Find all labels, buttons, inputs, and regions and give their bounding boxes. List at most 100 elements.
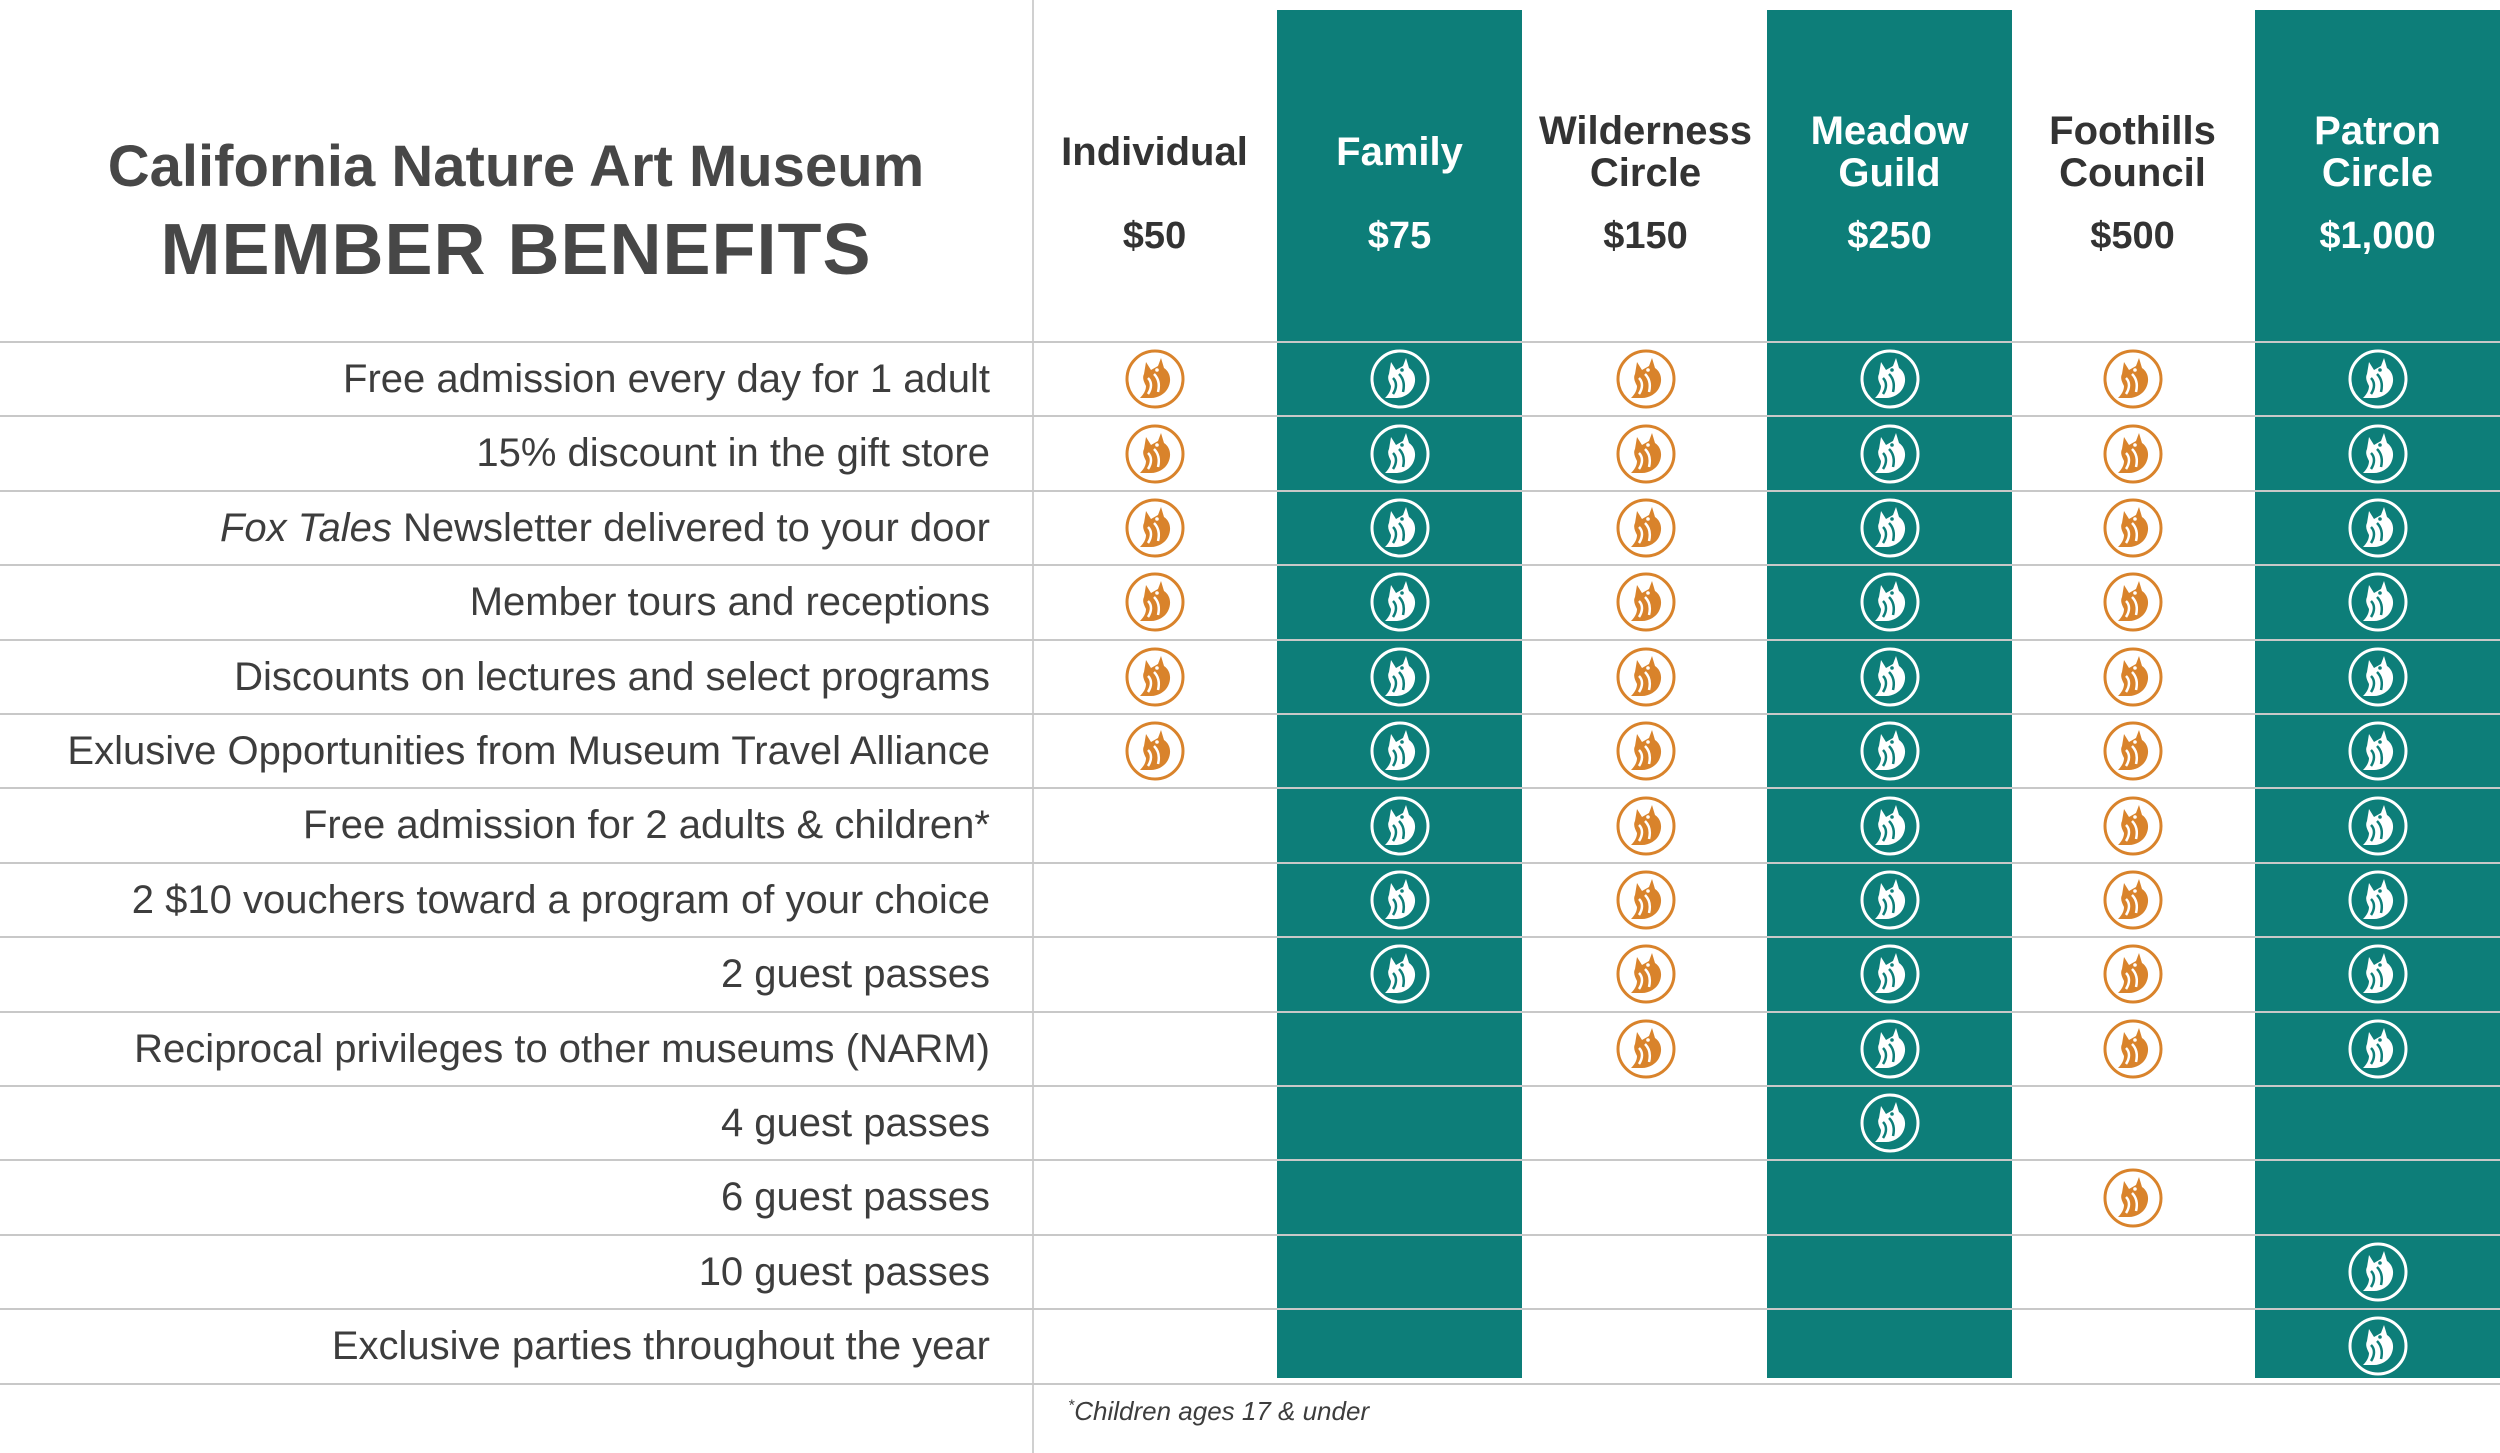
fox-logo-icon [1125, 647, 1184, 707]
benefit-label: 6 guest passes [0, 1160, 990, 1234]
fox-logo-icon [1616, 572, 1675, 632]
museum-name: California Nature Art Museum [107, 134, 925, 199]
tier-header: Wilderness Circle $150 [1523, 110, 1768, 258]
tier-header: Foothills Council $500 [2010, 110, 2255, 258]
fox-logo-icon [2103, 424, 2162, 484]
fox-logo-icon [1125, 721, 1184, 781]
fox-logo-icon [1370, 498, 1429, 558]
tier-price: $500 [2090, 215, 2175, 257]
fox-logo-icon [1860, 1019, 1919, 1079]
fox-logo-icon [2348, 424, 2407, 484]
fox-logo-icon [1125, 498, 1184, 558]
row-divider [0, 862, 2500, 864]
fox-logo-icon [2348, 647, 2407, 707]
benefit-label: Member tours and receptions [0, 565, 990, 639]
tier-name: Individual [1061, 130, 1248, 174]
column-divider [1032, 0, 1034, 1453]
benefit-label: Reciprocal privileges to other museums (… [0, 1012, 990, 1086]
row-divider [0, 936, 2500, 938]
fox-logo-icon [2103, 870, 2162, 930]
fox-logo-icon [1370, 349, 1429, 409]
row-divider [0, 1011, 2500, 1013]
fox-logo-icon [1616, 796, 1675, 856]
fox-logo-icon [2348, 1316, 2407, 1376]
benefit-label-text: 2 guest passes [720, 952, 990, 996]
tier-price: $150 [1603, 215, 1688, 257]
fox-logo-icon [1616, 944, 1675, 1004]
fox-logo-icon [2103, 498, 2162, 558]
footnote-marker: * [1068, 1397, 1075, 1415]
fox-logo-icon [1125, 424, 1184, 484]
benefit-label-text: Exlusive Opportunities from Museum Trave… [67, 729, 990, 773]
tier-header: Meadow Guild $250 [1767, 110, 2012, 258]
row-divider [0, 1383, 2500, 1385]
tier-header: Family $75 [1277, 110, 1522, 258]
tier-header: Individual $50 [1032, 110, 1277, 258]
fox-logo-icon [1370, 944, 1429, 1004]
fox-logo-icon [2348, 498, 2407, 558]
benefit-label-text: Reciprocal privileges to other museums (… [134, 1027, 990, 1071]
fox-logo-icon [2348, 349, 2407, 409]
fox-logo-icon [2348, 721, 2407, 781]
fox-logo-icon [2103, 572, 2162, 632]
row-divider [0, 564, 2500, 566]
benefit-label: Free admission every day for 1 adult [0, 342, 990, 416]
fox-logo-icon [1370, 572, 1429, 632]
fox-logo-icon [1616, 721, 1675, 781]
tier-header: Patron Circle $1,000 [2255, 110, 2500, 258]
tier-price: $1,000 [2319, 215, 2436, 257]
fox-logo-icon [1860, 944, 1919, 1004]
row-divider [0, 639, 2500, 641]
fox-logo-icon [2103, 796, 2162, 856]
fox-logo-icon [1370, 796, 1429, 856]
row-divider [0, 415, 2500, 417]
fox-logo-icon [1860, 796, 1919, 856]
tier-price: $50 [1122, 215, 1187, 257]
benefit-label: Free admission for 2 adults & children* [0, 788, 990, 862]
fox-logo-icon [1616, 498, 1675, 558]
fox-logo-icon [1616, 870, 1675, 930]
fox-logo-icon [2348, 1019, 2407, 1079]
benefit-label-text: Free admission every day for 1 adult [343, 357, 990, 401]
fox-logo-icon [1860, 349, 1919, 409]
tier-name: Patron Circle [2314, 109, 2441, 195]
benefit-label: Exlusive Opportunities from Museum Trave… [0, 714, 990, 788]
benefit-label: 10 guest passes [0, 1235, 990, 1309]
fox-logo-icon [1125, 572, 1184, 632]
row-divider [0, 341, 2500, 343]
benefit-label: Fox Tales Newsletter delivered to your d… [0, 491, 990, 565]
fox-logo-icon [2103, 349, 2162, 409]
benefit-label: Discounts on lectures and select program… [0, 640, 990, 714]
row-divider [0, 1159, 2500, 1161]
row-divider [0, 713, 2500, 715]
footnote: *Children ages 17 & under [1068, 1396, 1369, 1427]
tier-price: $75 [1367, 215, 1432, 257]
fox-logo-icon [1860, 424, 1919, 484]
benefit-label: 15% discount in the gift store [0, 416, 990, 490]
page-title: MEMBER BENEFITS [160, 210, 872, 290]
fox-logo-icon [1370, 647, 1429, 707]
fox-logo-icon [2348, 1242, 2407, 1302]
fox-logo-icon [2103, 721, 2162, 781]
benefit-label-text: Discounts on lectures and select program… [234, 655, 990, 699]
benefit-label: 2 $10 vouchers toward a program of your … [0, 863, 990, 937]
fox-logo-icon [2103, 1168, 2162, 1228]
benefit-label-text: Newsletter delivered to your door [391, 506, 990, 550]
fox-logo-icon [1616, 1019, 1675, 1079]
fox-logo-icon [1616, 424, 1675, 484]
footnote-text: Children ages 17 & under [1074, 1396, 1370, 1426]
benefit-label-text: 2 $10 vouchers toward a program of your … [131, 878, 990, 922]
fox-logo-icon [1616, 349, 1675, 409]
benefit-label: 2 guest passes [0, 937, 990, 1011]
tier-name: Foothills Council [2049, 109, 2216, 195]
fox-logo-icon [1370, 424, 1429, 484]
fox-logo-icon [1370, 870, 1429, 930]
benefit-label: 4 guest passes [0, 1086, 990, 1160]
benefit-label-text: Exclusive parties throughout the year [331, 1324, 990, 1368]
benefit-label-italic: Fox Tales [219, 506, 392, 550]
row-divider [0, 1308, 2500, 1310]
benefit-label-text: 4 guest passes [720, 1101, 990, 1145]
benefit-label-text: Member tours and receptions [469, 580, 990, 624]
tier-name: Meadow Guild [1810, 109, 1969, 195]
fox-logo-icon [2103, 944, 2162, 1004]
